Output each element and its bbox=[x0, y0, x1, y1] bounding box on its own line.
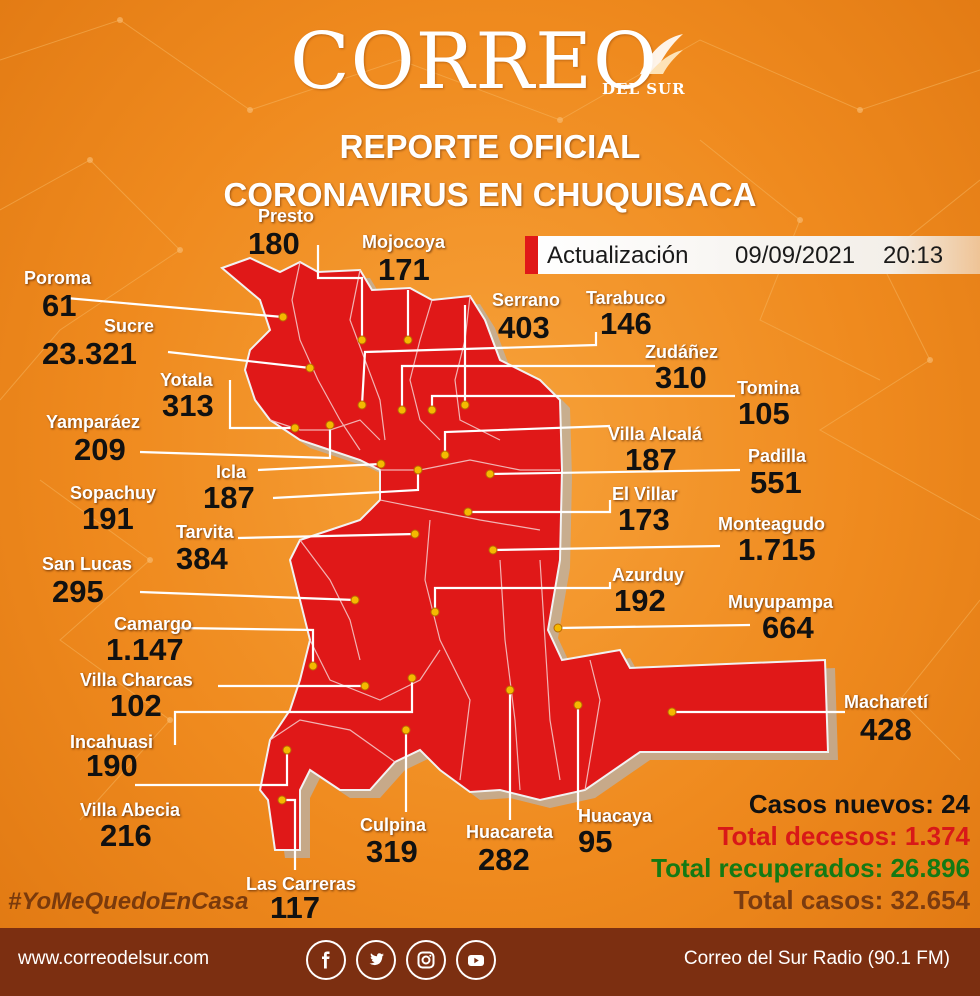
twitter-icon[interactable] bbox=[356, 940, 396, 980]
update-accent-bar bbox=[525, 236, 538, 274]
update-label: Actualización bbox=[547, 242, 689, 269]
total-cases: Total casos: 32.654 bbox=[733, 885, 970, 915]
correo-del-sur-logo: CORREO DEL SUR bbox=[290, 22, 710, 102]
radio-info: Correo del Sur Radio (90.1 FM) bbox=[683, 948, 950, 969]
website-link[interactable]: www.correodelsur.com bbox=[18, 948, 210, 969]
municipality-label: Azurduy bbox=[612, 565, 684, 585]
new-cases: Casos nuevos: 24 bbox=[748, 789, 970, 819]
municipality-label: San Lucas bbox=[42, 554, 133, 574]
municipality-label: Sucre bbox=[104, 316, 155, 336]
municipality-cases: 190 bbox=[86, 748, 138, 783]
municipality-cases: 209 bbox=[74, 432, 126, 467]
municipality-cases: 551 bbox=[750, 465, 802, 500]
municipality-label: Yamparáez bbox=[46, 412, 141, 432]
municipality-label: Yotala bbox=[160, 370, 213, 390]
municipality-label: Las Carreras bbox=[246, 874, 357, 894]
municipality-label: El Villar bbox=[612, 484, 678, 504]
hashtag: #YoMeQuedoEnCasa bbox=[8, 888, 249, 915]
municipality-cases: 403 bbox=[498, 310, 550, 345]
municipality-label: Monteagudo bbox=[718, 514, 825, 534]
municipality-cases: 191 bbox=[82, 501, 134, 536]
municipality-cases: 23.321 bbox=[42, 336, 137, 371]
municipality-cases: 61 bbox=[42, 288, 77, 323]
sun-leaf-icon bbox=[640, 34, 683, 74]
municipality-label: Villa Alcalá bbox=[608, 424, 703, 444]
municipality-label: Presto bbox=[258, 206, 315, 226]
municipality-cases: 187 bbox=[625, 442, 677, 477]
municipality-label: Sopachuy bbox=[70, 483, 157, 503]
municipality-label: Zudáñez bbox=[645, 342, 719, 362]
map-region bbox=[220, 256, 830, 851]
municipality-cases: 1.147 bbox=[106, 632, 184, 667]
municipality-label: Incahuasi bbox=[70, 732, 154, 752]
municipality-label: Mojocoya bbox=[362, 232, 446, 252]
municipality-label: Huacaya bbox=[578, 806, 653, 826]
municipality-cases: 310 bbox=[655, 360, 707, 395]
update-time: 20:13 bbox=[883, 242, 944, 269]
municipality-cases: 102 bbox=[110, 688, 162, 723]
municipality-cases: 428 bbox=[860, 712, 912, 747]
municipality-cases: 173 bbox=[618, 502, 670, 537]
municipality-label: Muyupampa bbox=[728, 592, 834, 612]
logo-text: CORREO bbox=[290, 17, 658, 107]
municipality-cases: 146 bbox=[600, 306, 652, 341]
municipality-label: Tomina bbox=[737, 378, 800, 398]
municipality-cases: 313 bbox=[162, 388, 214, 423]
municipality-label: Padilla bbox=[748, 446, 807, 466]
municipality-cases: 319 bbox=[366, 834, 418, 869]
municipality-label: Poroma bbox=[24, 268, 92, 288]
municipality-label: Villa Abecia bbox=[80, 800, 181, 820]
report-subtitle: CORONAVIRUS EN CHUQUISACA bbox=[223, 176, 757, 213]
facebook-icon[interactable] bbox=[306, 940, 346, 980]
municipality-cases: 1.715 bbox=[738, 532, 816, 567]
leader-lines bbox=[65, 245, 845, 870]
municipality-cases: 180 bbox=[248, 226, 300, 261]
location-dots bbox=[277, 312, 677, 805]
update-date: 09/09/2021 bbox=[735, 242, 856, 269]
municipality-cases: 216 bbox=[100, 818, 152, 853]
municipality-cases: 105 bbox=[738, 396, 790, 431]
municipality-cases: 117 bbox=[270, 890, 321, 925]
municipality-label: Huacareta bbox=[466, 822, 554, 842]
municipality-cases: 192 bbox=[614, 583, 666, 618]
municipality-label: Villa Charcas bbox=[80, 670, 193, 690]
municipality-cases: 295 bbox=[52, 574, 104, 609]
municipality-label: Tarvita bbox=[176, 522, 234, 542]
municipality-cases: 664 bbox=[762, 610, 814, 645]
total-recovered: Total recuperados: 26.896 bbox=[651, 853, 970, 883]
report-title: REPORTE OFICIAL bbox=[339, 128, 641, 165]
totals-panel: Casos nuevos: 24 Total decesos: 1.374 To… bbox=[651, 788, 970, 916]
municipality-label: Macharetí bbox=[844, 692, 929, 712]
municipality-label: Camargo bbox=[114, 614, 193, 634]
municipality-label: Serrano bbox=[492, 290, 561, 310]
logo-subtext: DEL SUR bbox=[602, 80, 686, 98]
footer: www.correodelsur.com Correo del Sur Radi… bbox=[0, 928, 980, 996]
update-banner: Actualización 09/09/2021 20:13 bbox=[525, 236, 980, 274]
instagram-icon[interactable] bbox=[406, 940, 446, 980]
municipality-label: Tarabuco bbox=[586, 288, 666, 308]
municipality-label: Icla bbox=[216, 462, 247, 482]
youtube-icon[interactable] bbox=[456, 940, 496, 980]
municipality-cases: 384 bbox=[176, 541, 228, 576]
municipality-cases: 171 bbox=[378, 252, 430, 287]
municipality-cases: 187 bbox=[203, 480, 255, 515]
total-deaths: Total decesos: 1.374 bbox=[717, 821, 970, 851]
municipality-label: Culpina bbox=[360, 815, 426, 835]
municipality-cases: 282 bbox=[478, 842, 530, 877]
municipality-cases: 95 bbox=[578, 824, 613, 859]
